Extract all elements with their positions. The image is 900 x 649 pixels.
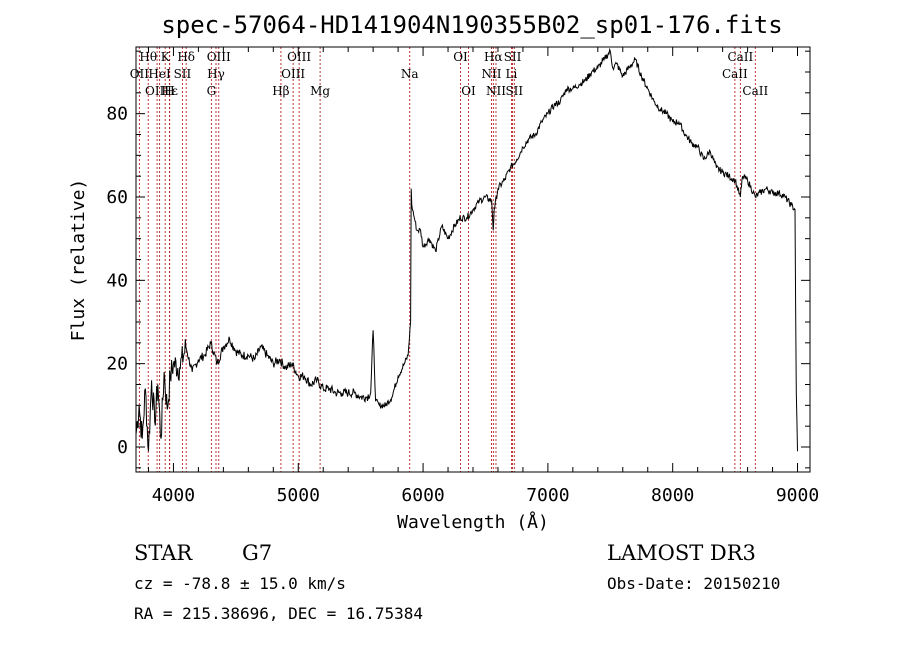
- object-subclass: G7: [242, 541, 272, 565]
- x-tick-label-6000: 6000: [401, 485, 444, 506]
- x-tick-label-7000: 7000: [526, 485, 569, 506]
- survey-name: LAMOST DR3: [607, 541, 756, 565]
- x-tick-label-4000: 4000: [152, 485, 195, 506]
- y-tick-label-60: 60: [106, 187, 128, 208]
- y-tick-label-40: 40: [106, 270, 128, 291]
- line-label-15: Mg: [310, 84, 330, 98]
- line-label-18: OI: [461, 84, 476, 98]
- line-label-9: G: [207, 84, 217, 98]
- line-label-3: HeI: [148, 67, 171, 81]
- line-label-4: K: [161, 50, 171, 64]
- line-label-19: NII: [481, 67, 501, 81]
- object-class: STAR: [134, 541, 193, 565]
- line-label-0: Hθ: [139, 50, 157, 64]
- chart-title: spec-57064-HD141904N190355B02_sp01-176.f…: [161, 11, 782, 39]
- line-label-23: Li: [506, 67, 518, 81]
- x-tick-label-9000: 9000: [776, 485, 819, 506]
- line-label-8: Hδ: [177, 50, 195, 64]
- line-label-21: NII: [486, 84, 506, 98]
- line-label-17: OI: [453, 50, 468, 64]
- line-label-20: Hα: [484, 50, 503, 64]
- line-label-7: SII: [174, 67, 192, 81]
- line-label-10: Hγ: [207, 67, 225, 81]
- line-label-14: OIII: [287, 50, 311, 64]
- line-label-16: Na: [401, 67, 419, 81]
- y-tick-label-80: 80: [106, 104, 128, 125]
- line-label-24: SII: [505, 84, 523, 98]
- line-label-13: OIII: [281, 67, 305, 81]
- line-label-11: OIII: [207, 50, 231, 64]
- y-axis: 0 20 40 60 80: [106, 50, 810, 469]
- line-label-12: Hβ: [272, 84, 289, 98]
- line-label-6: H: [164, 84, 174, 98]
- obs-date: Obs-Date: 20150210: [607, 574, 780, 593]
- x-tick-label-8000: 8000: [651, 485, 694, 506]
- x-tick-label-5000: 5000: [277, 485, 320, 506]
- line-label-27: CaII: [742, 84, 768, 98]
- line-markers: [138, 47, 756, 472]
- plot-frame: [135, 46, 811, 473]
- y-axis-label: Flux (relative): [68, 179, 89, 342]
- coordinates: RA = 215.38696, DEC = 16.75384: [134, 604, 423, 623]
- line-labels: HθOIIOIIIHeIKHεHSIIHδGHγOIIIHβOIIIOIIIMg…: [130, 50, 769, 98]
- spectrum-line: [135, 47, 798, 452]
- line-label-26: CaII: [727, 50, 753, 64]
- line-label-1: OII: [130, 67, 150, 81]
- line-label-5: Hε: [161, 84, 178, 98]
- line-label-25: CaII: [722, 67, 748, 81]
- line-label-2: OIII: [145, 84, 169, 98]
- x-axis: 4000 5000 6000 7000 8000 9000: [147, 47, 819, 506]
- y-tick-label-0: 0: [117, 437, 128, 458]
- line-label-22: SII: [504, 50, 522, 64]
- x-axis-label: Wavelength (Å): [397, 511, 549, 533]
- redshift-info: cz = -78.8 ± 15.0 km/s: [134, 574, 346, 593]
- y-tick-label-20: 20: [106, 354, 128, 375]
